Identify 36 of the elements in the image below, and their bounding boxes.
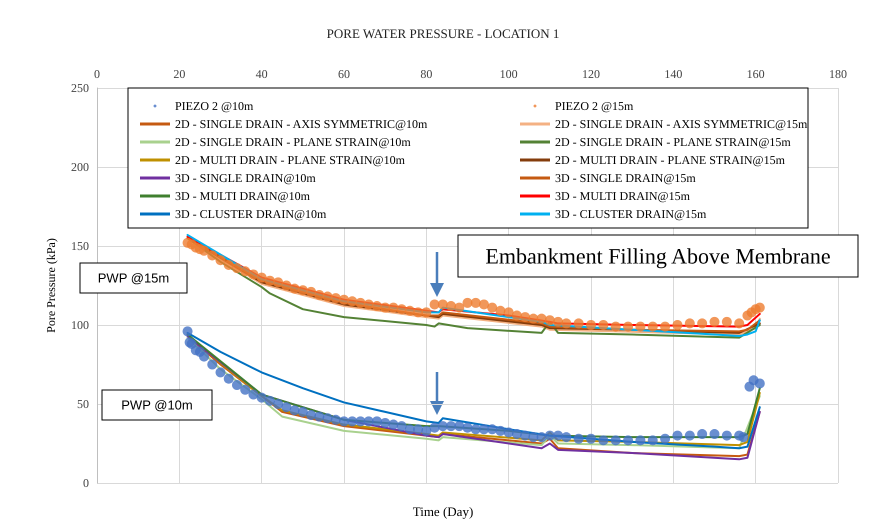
legend-label: 3D - MULTI DRAIN@15m [555, 189, 691, 203]
legend-label: 2D - SINGLE DRAIN - PLANE STRAIN@10m [175, 135, 412, 149]
legend-label: 2D - SINGLE DRAIN - AXIS SYMMETRIC@10m [175, 117, 428, 131]
x-tick-label: 160 [746, 67, 765, 81]
legend-label: 2D - SINGLE DRAIN - PLANE STRAIN@15m [555, 135, 792, 149]
legend-label: 3D - SINGLE DRAIN@10m [175, 171, 316, 185]
x-axis-title: Time (Day) [412, 504, 474, 519]
annotation: Embankment Filling Above Membrane [485, 244, 831, 268]
y-axis-title: Pore Pressure (kPa) [44, 238, 58, 333]
legend-label: 3D - SINGLE DRAIN@15m [555, 171, 696, 185]
x-tick-label: 20 [173, 67, 186, 81]
y-tick-label: 50 [77, 397, 89, 411]
annotation: PWP @15m [98, 270, 170, 286]
x-tick-label: 80 [420, 67, 432, 81]
y-tick-label: 100 [71, 318, 89, 332]
y-tick-label: 250 [71, 81, 89, 95]
y-tick-label: 0 [83, 476, 89, 490]
x-tick-label: 60 [338, 67, 350, 81]
legend-label: 3D - CLUSTER DRAIN@10m [175, 207, 328, 221]
x-tick-label: 0 [94, 67, 100, 81]
y-tick-label: 200 [71, 160, 89, 174]
x-tick-label: 100 [500, 67, 518, 81]
y-tick-label: 150 [71, 239, 89, 253]
legend-label: 2D - MULTI DRAIN - PLANE STRAIN@15m [555, 153, 786, 167]
legend-label: PIEZO 2 @10m [175, 99, 254, 113]
legend-label: 2D - MULTI DRAIN - PLANE STRAIN@10m [175, 153, 406, 167]
x-tick-label: 140 [664, 67, 682, 81]
annotation: PWP @10m [121, 398, 193, 412]
x-tick-label: 180 [829, 67, 847, 81]
x-tick-label: 120 [582, 67, 600, 81]
legend-label: 3D - MULTI DRAIN@10m [175, 189, 311, 203]
x-tick-label: 40 [256, 67, 268, 81]
legend-label: PIEZO 2 @15m [555, 99, 634, 113]
chart-title: PORE WATER PRESSURE - LOCATION 1 [326, 26, 560, 41]
legend-label: 3D - CLUSTER DRAIN@15m [555, 207, 708, 221]
legend-label: 2D - SINGLE DRAIN - AXIS SYMMETRIC@15m [555, 117, 808, 131]
